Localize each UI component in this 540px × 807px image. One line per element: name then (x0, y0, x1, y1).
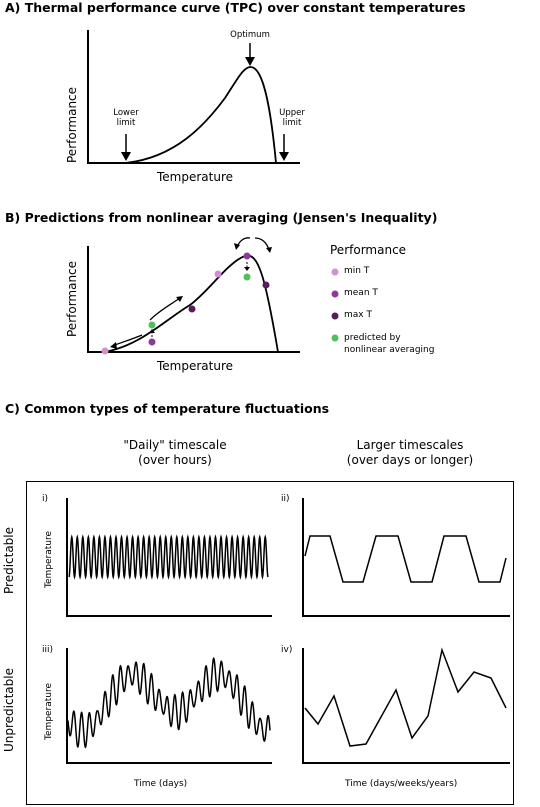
lower-limit-arrowhead (121, 152, 131, 161)
prediction-arrowhead-1 (149, 329, 155, 333)
optimum-arrowhead (245, 57, 255, 66)
panel-axes (66, 498, 510, 764)
legend-dot-mean-t (331, 290, 339, 298)
dot-min-t-2 (214, 270, 222, 278)
dot-predicted-2 (243, 273, 251, 281)
tpc-curve-a (124, 66, 277, 164)
xlabel-daily: Time (days) (134, 779, 188, 789)
panel-label-iv: iv) (281, 645, 293, 655)
panel-label-i: i) (42, 494, 49, 504)
legend-label-predicted: predicted by nonlinear averaging (344, 333, 435, 355)
legend-dot-predicted (331, 334, 339, 342)
legend-dot-max-t (331, 312, 339, 320)
section-a-title: A) Thermal performance curve (TPC) over … (5, 0, 466, 15)
legend-label-mean-t: mean T (344, 288, 378, 298)
daily-unpredictable-series (67, 657, 271, 749)
column-title-larger: Larger timescales (over days or longer) (346, 438, 474, 467)
dot-predicted-1 (148, 321, 156, 329)
prediction-arrowhead-2 (244, 267, 250, 271)
ylabel-a: Performance (65, 86, 79, 163)
ylabel-b: Performance (65, 260, 79, 337)
xlabel-b: Temperature (157, 359, 234, 373)
section-b-title: B) Predictions from nonlinear averaging … (5, 210, 438, 225)
tpc-curve-b (103, 254, 279, 353)
longterm-unpredictable-series (304, 647, 507, 747)
dot-mean-t-1 (148, 338, 156, 346)
ylabel-panel-i: Temperature (44, 530, 54, 588)
dot-max-t-2 (262, 281, 270, 289)
section-c-title: C) Common types of temperature fluctuati… (5, 401, 330, 416)
fluctuation-panels-box (26, 481, 514, 805)
row-label-unpredictable: Unpredictable (2, 668, 16, 752)
xlabel-larger: Time (days/weeks/years) (345, 779, 458, 789)
panel-label-iii: iii) (42, 645, 54, 655)
ylabel-panel-iii: Temperature (44, 682, 54, 740)
longterm-predictable-series (304, 535, 507, 583)
legend-label-min-t: min T (344, 266, 370, 276)
optimum-label: Optimum (230, 30, 270, 40)
dot-mean-t-2 (243, 252, 251, 260)
legend-title: Performance (330, 243, 407, 257)
jensen-arrowheads (110, 243, 272, 349)
dot-min-t-1 (101, 347, 109, 355)
legend-label-max-t: max T (344, 310, 372, 320)
column-title-daily: "Daily" timescale (over hours) (123, 438, 227, 467)
panel-label-ii: ii) (281, 494, 290, 504)
legend-dot-min-t (331, 268, 339, 276)
tpc-axes-b (87, 246, 300, 353)
upper-limit-arrowhead (279, 152, 289, 161)
lower-limit-label: Lower limit (113, 108, 139, 128)
upper-limit-label: Upper limit (279, 108, 305, 128)
dot-max-t-1 (188, 305, 196, 313)
xlabel-a: Temperature (157, 170, 234, 184)
row-label-predictable: Predictable (2, 526, 16, 594)
tpc-axes-a (87, 30, 300, 164)
prediction-arrows (151, 262, 248, 337)
daily-predictable-series (68, 534, 269, 580)
